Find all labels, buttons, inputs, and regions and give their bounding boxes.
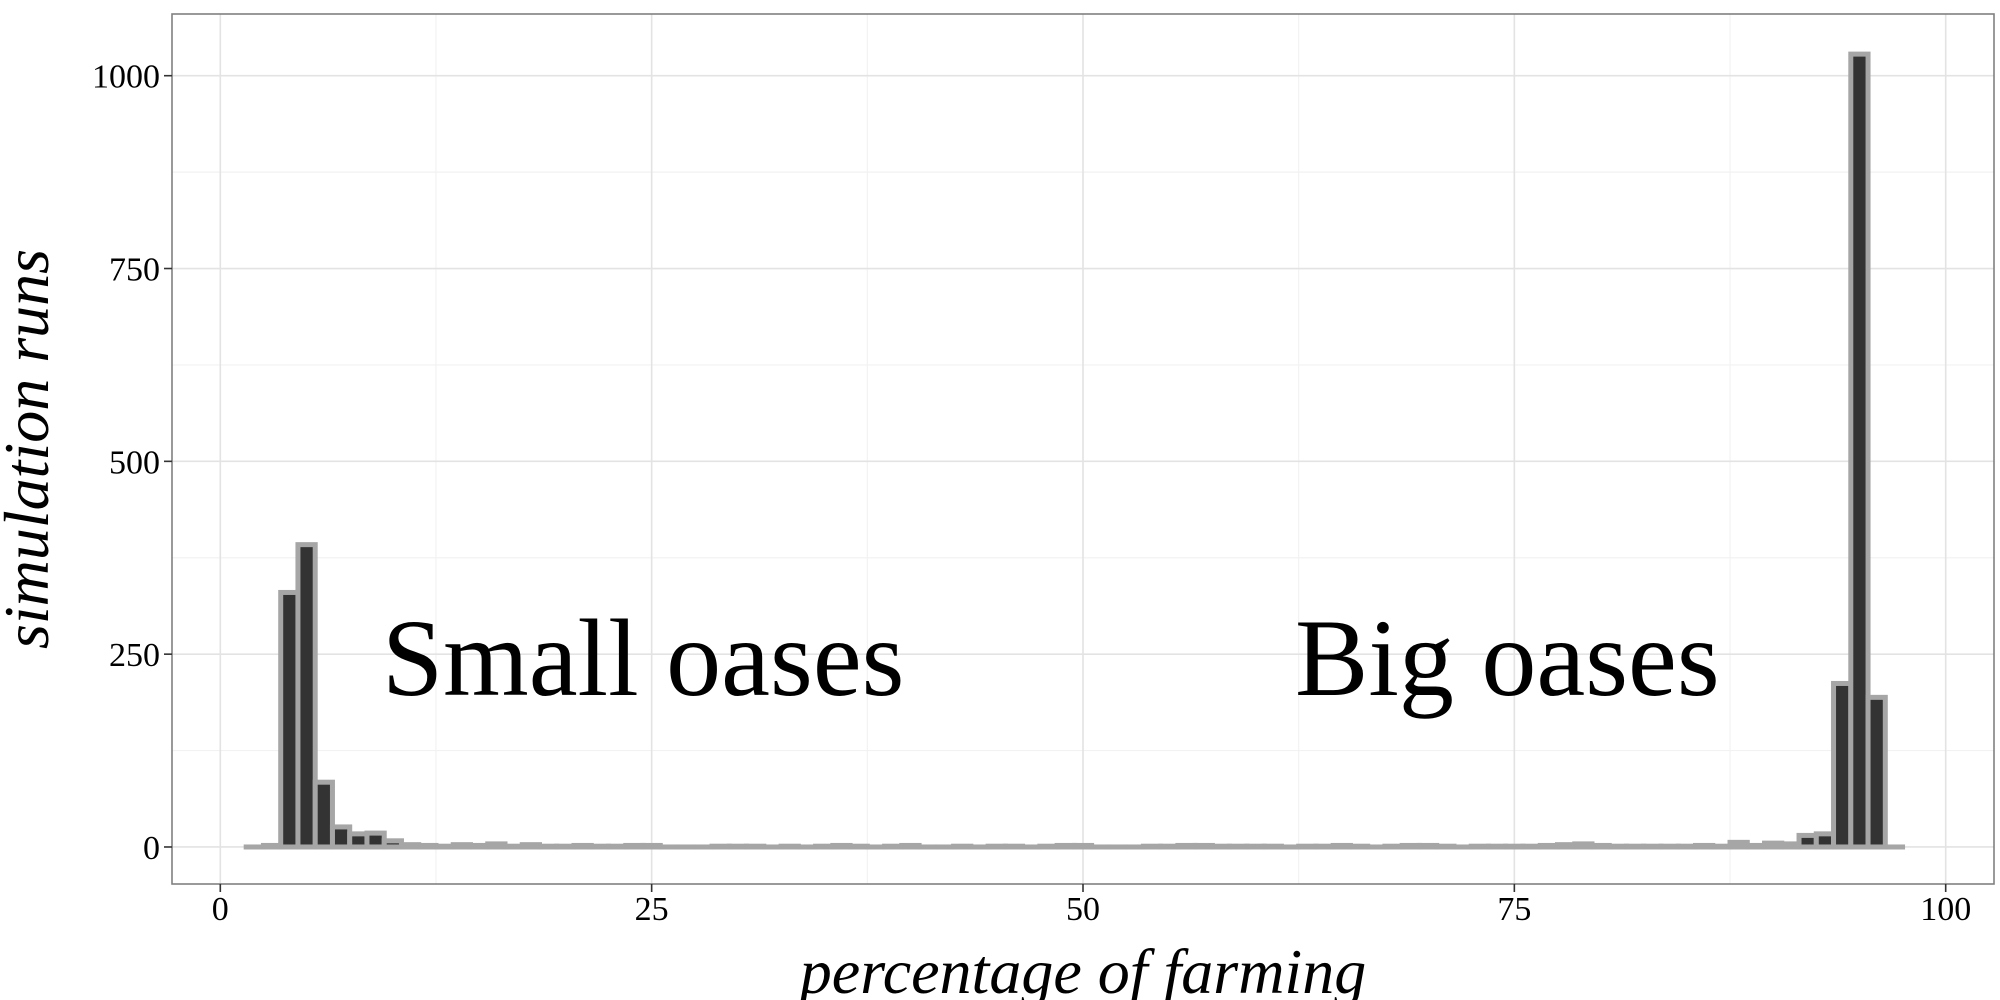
histogram-bar xyxy=(1296,843,1319,850)
histogram-bar xyxy=(1554,842,1578,850)
bars xyxy=(243,51,1906,850)
annotation-small-oases: Small oases xyxy=(382,597,904,719)
histogram-bar xyxy=(640,842,663,850)
histogram-bar xyxy=(1623,843,1647,850)
histogram-bar xyxy=(606,843,629,850)
histogram-bar xyxy=(1244,843,1267,850)
x-tick-label: 0 xyxy=(212,891,229,928)
histogram-bar xyxy=(813,843,836,850)
histogram-bar xyxy=(1675,843,1699,850)
histogram-bar xyxy=(778,843,801,850)
histogram-bar xyxy=(1727,839,1750,850)
y-tick-label: 250 xyxy=(109,637,160,674)
histogram-bar xyxy=(1209,843,1233,850)
histogram-bar xyxy=(985,843,1008,850)
annotation-big-oases: Big oases xyxy=(1295,597,1720,719)
y-tick-label: 500 xyxy=(109,444,160,481)
histogram-bar xyxy=(347,831,370,850)
histogram-bar xyxy=(1865,694,1888,850)
histogram-bar xyxy=(571,842,594,850)
x-tick-label: 25 xyxy=(635,891,669,928)
histogram-bar xyxy=(398,842,422,850)
histogram-bar xyxy=(1399,842,1422,850)
histogram-bar xyxy=(554,843,577,850)
histogram-bar xyxy=(1002,843,1026,850)
histogram-bar xyxy=(1641,843,1664,850)
histogram-bar xyxy=(1503,843,1526,850)
histogram-bar xyxy=(1779,841,1802,850)
histogram-bar xyxy=(899,842,922,850)
histogram-bar xyxy=(1313,843,1336,850)
histogram-bar xyxy=(1175,842,1198,850)
histogram-bar xyxy=(623,842,646,850)
histogram-bar xyxy=(1589,842,1612,850)
histogram-bar xyxy=(1434,843,1457,850)
y-axis-title: simulation runs xyxy=(0,249,62,649)
histogram-bar xyxy=(381,838,404,850)
x-tick-label: 50 xyxy=(1066,891,1100,928)
histogram-bar xyxy=(1537,842,1560,850)
histogram-bar xyxy=(485,841,508,850)
histogram-bar xyxy=(416,842,439,850)
histogram-bar xyxy=(709,843,732,850)
histogram-bar xyxy=(1192,842,1215,850)
histogram-bar xyxy=(502,843,525,850)
histogram-bar xyxy=(1693,842,1716,850)
histogram-bar xyxy=(882,843,905,850)
histogram-bar xyxy=(1658,843,1681,850)
histogram-bar xyxy=(278,589,301,850)
histogram-bar xyxy=(1140,843,1164,850)
histogram-bar xyxy=(1606,843,1629,850)
histogram-bar xyxy=(1382,843,1405,850)
histogram-bar xyxy=(295,542,318,850)
histogram-bar xyxy=(433,843,456,850)
histogram-bar xyxy=(1848,51,1871,850)
histogram-bar xyxy=(1468,843,1491,850)
histogram-bar xyxy=(1054,842,1077,850)
histogram-bar xyxy=(1330,842,1353,850)
histogram-bar xyxy=(951,843,974,850)
histogram-bar xyxy=(1261,843,1284,850)
histogram-bar xyxy=(1762,840,1785,850)
histogram-bar xyxy=(830,842,853,850)
histogram-bar xyxy=(588,843,612,850)
histogram-bar xyxy=(847,843,870,850)
grid-lines xyxy=(172,14,1994,884)
y-tick-label: 1000 xyxy=(92,59,160,96)
x-tick-label: 75 xyxy=(1497,891,1531,928)
histogram-bar xyxy=(744,843,767,850)
histogram-bar xyxy=(1813,831,1837,850)
histogram-bar xyxy=(1710,843,1733,850)
histogram-bar xyxy=(1347,843,1371,850)
histogram-bar xyxy=(260,842,284,850)
histogram-bar xyxy=(1520,843,1543,850)
y-tick-label: 0 xyxy=(143,830,160,867)
histogram-bar xyxy=(450,842,473,850)
x-axis: 0 25 50 75 100 xyxy=(212,884,1971,928)
histogram-bar xyxy=(726,843,750,850)
histogram-bar xyxy=(329,824,353,850)
histogram-bar xyxy=(1831,680,1854,850)
histogram-bar xyxy=(537,843,560,850)
histogram-bar xyxy=(1416,842,1440,850)
y-tick-label: 750 xyxy=(109,252,160,289)
histogram-bar xyxy=(1158,843,1181,850)
histogram-bar xyxy=(1744,842,1768,850)
histogram-bar xyxy=(312,779,335,850)
x-axis-title: percentage of farming xyxy=(796,936,1366,1000)
histogram-bar xyxy=(1572,841,1595,850)
histogram-bar xyxy=(1227,843,1250,850)
y-axis: 0 250 500 750 1000 xyxy=(92,59,172,867)
histogram-bar xyxy=(1796,832,1819,850)
x-tick-label: 100 xyxy=(1920,891,1971,928)
histogram-bar xyxy=(364,830,387,850)
histogram-bar xyxy=(519,842,543,850)
histogram-bar xyxy=(1071,842,1095,850)
histogram-bar xyxy=(467,842,491,850)
histogram-bar xyxy=(1485,843,1509,850)
histogram-bar xyxy=(1037,843,1060,850)
